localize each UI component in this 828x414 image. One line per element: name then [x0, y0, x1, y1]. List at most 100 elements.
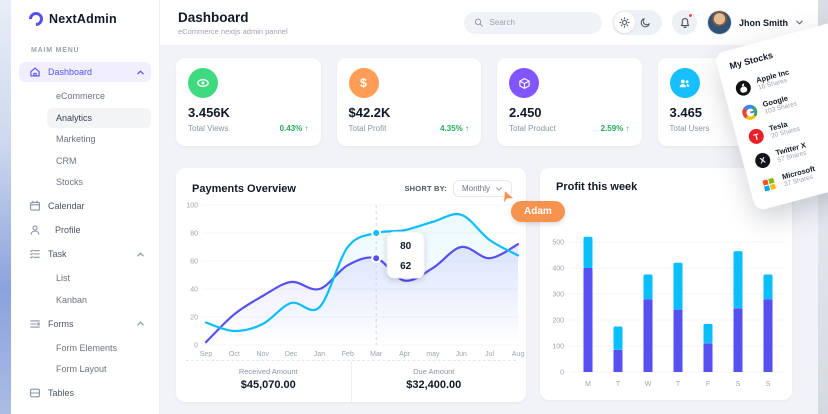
payments-title: Payments Overview — [192, 182, 296, 195]
stat-delta: 4.35% ↑ — [440, 124, 469, 133]
task-subnav: List Kanban — [19, 268, 151, 310]
sidebar-item-label: Task — [48, 249, 67, 259]
sidebar-item-task[interactable]: Task — [19, 244, 151, 264]
svg-text:W: W — [645, 381, 652, 388]
stat-value: 2.450 — [509, 105, 542, 120]
chevron-up-icon — [137, 70, 144, 74]
sidebar-item-profile[interactable]: Profile — [19, 220, 151, 240]
stat-label: Total Product — [509, 124, 556, 133]
sidebar-item-dashboard[interactable]: Dashboard — [19, 62, 151, 82]
product-icon — [518, 77, 530, 89]
logo-text: NextAdmin — [49, 12, 117, 26]
forms-icon — [30, 319, 40, 328]
calendar-icon — [29, 200, 41, 211]
search-icon — [474, 18, 483, 27]
user-icon — [30, 225, 40, 235]
tesla-icon: T — [747, 127, 766, 146]
search-bar[interactable] — [464, 11, 602, 34]
svg-text:300: 300 — [552, 292, 564, 299]
stat-value: 3.456K — [188, 105, 230, 120]
sidebar-item-forms[interactable]: Forms — [19, 314, 151, 334]
svg-text:may: may — [426, 351, 440, 358]
svg-text:62: 62 — [400, 261, 412, 272]
svg-text:500: 500 — [552, 240, 564, 247]
payments-overview-panel: Payments Overview SHORT BY: Monthly 0 20 4… — [176, 168, 526, 402]
payments-footer: Received Amount $45,070.00 Due Amount $3… — [186, 360, 516, 402]
sidebar-item-analytics[interactable]: Analytics — [47, 107, 151, 128]
due-amount-value: $32,400.00 — [406, 379, 462, 391]
svg-text:Sep: Sep — [200, 351, 213, 358]
sidebar-section-label: MAIM MENU — [31, 47, 80, 54]
sidebar-item-label: Calendar — [48, 201, 85, 211]
chevron-down-icon — [496, 186, 502, 191]
sidebar-item-crm[interactable]: CRM — [56, 155, 77, 166]
sidebar-item-tables[interactable]: Tables — [19, 383, 151, 403]
profit-week-chart: 0 100 200 300 400 500 M T W T F S S — [552, 236, 784, 388]
search-input[interactable] — [489, 18, 592, 27]
stat-delta: 2.59% ↑ — [600, 124, 630, 133]
content-area: 3.456K Total Views 0.43% ↑ $ $42.2K Tota… — [160, 46, 818, 414]
sidebar-item-label: Profile — [55, 225, 81, 235]
page-title: Dashboard — [178, 9, 249, 25]
cursor-arrow-icon — [502, 189, 516, 206]
sidebar-item-label: Dashboard — [48, 67, 93, 77]
sort-value: Monthly — [461, 184, 490, 193]
profit-title: Profit this week — [556, 181, 638, 193]
task-list-icon — [30, 249, 40, 259]
chevron-up-icon — [137, 252, 144, 256]
svg-text:Mar: Mar — [370, 351, 383, 358]
theme-toggle[interactable] — [612, 10, 662, 35]
dollar-icon: $ — [360, 76, 367, 90]
sidebar-item-stocks[interactable]: Stocks — [56, 177, 84, 187]
sidebar-item-label: Tables — [48, 388, 75, 398]
sidebar-item-calendar[interactable]: Calendar — [19, 196, 151, 216]
app-logo[interactable]: NextAdmin — [26, 9, 159, 29]
bell-icon — [680, 17, 689, 28]
notifications-button[interactable] — [672, 10, 697, 35]
svg-text:100: 100 — [552, 344, 564, 351]
top-header: Dashboard eCommerce nextjs admin pannel … — [160, 0, 818, 46]
sidebar-item-form-elements[interactable]: Form Elements — [56, 342, 118, 353]
stat-card-total-views: 3.456K Total Views 0.43% ↑ — [176, 58, 321, 146]
due-amount-label: Due Amount — [413, 367, 455, 376]
user-menu[interactable]: Jhon Smith — [707, 10, 804, 35]
avatar — [707, 10, 732, 35]
dashboard-subnav: eCommerce Analytics Marketing CRM Stocks — [19, 86, 151, 192]
sidebar-item-marketing[interactable]: Marketing — [56, 134, 96, 144]
users-icon — [679, 79, 690, 87]
eye-icon — [197, 79, 209, 87]
received-amount-label: Received Amount — [238, 367, 298, 376]
collaborator-name-badge: Adam — [511, 201, 565, 222]
stat-label: Total Users — [669, 124, 710, 133]
svg-text:20: 20 — [190, 315, 198, 322]
stat-cards-row: 3.456K Total Views 0.43% ↑ $ $42.2K Tota… — [160, 46, 818, 146]
stat-card-total-product: 2.450 Total Product 2.59% ↑ — [497, 58, 642, 146]
svg-text:40: 40 — [190, 287, 198, 294]
stat-delta: 0.43% ↑ — [279, 124, 309, 133]
sidebar-item-form-layout[interactable]: Form Layout — [56, 364, 107, 374]
sidebar-item-kanban[interactable]: Kanban — [56, 294, 88, 305]
svg-text:Dec: Dec — [285, 351, 298, 358]
payments-overview-chart: 0 20 40 60 80 100 Sep Oct Nov Dec Jan Feb Mar Apr may J… — [186, 203, 525, 359]
svg-text:0: 0 — [194, 343, 198, 350]
logo-ring-icon — [26, 9, 46, 29]
svg-text:Aug: Aug — [512, 351, 525, 358]
sidebar-item-ecommerce[interactable]: eCommerce — [56, 91, 106, 101]
svg-text:60: 60 — [190, 259, 198, 266]
svg-text:F: F — [706, 381, 710, 388]
sort-by-label: SHORT BY: — [404, 184, 447, 193]
sidebar-nav: Dashboard eCommerce Analytics Marketing … — [11, 62, 159, 403]
svg-text:0: 0 — [560, 370, 564, 377]
notification-dot — [688, 13, 693, 18]
svg-text:80: 80 — [400, 241, 412, 252]
dark-mode-segment[interactable] — [635, 12, 656, 33]
backdrop-gradient-left — [0, 0, 11, 414]
svg-text:Oct: Oct — [229, 351, 240, 358]
light-mode-segment[interactable] — [614, 12, 635, 33]
moon-icon — [640, 18, 650, 28]
sort-select[interactable]: Monthly — [452, 180, 512, 197]
apple-icon — [734, 78, 753, 98]
sidebar-item-list[interactable]: List — [56, 273, 71, 283]
microsoft-icon — [760, 175, 779, 194]
stat-card-total-profit: $ $42.2K Total Profit 4.35% ↑ — [336, 58, 481, 146]
